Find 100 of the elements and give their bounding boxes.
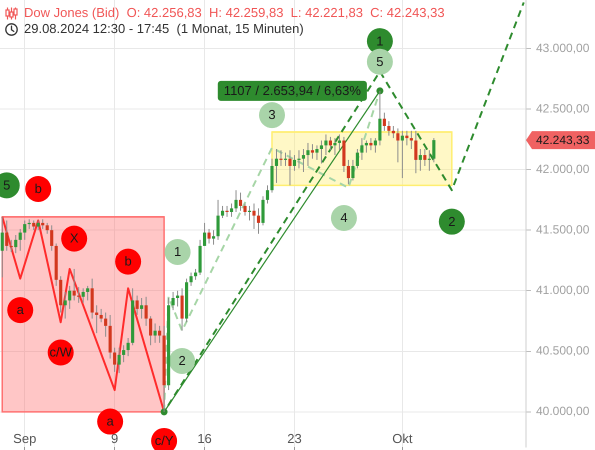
candlestick	[118, 347, 121, 374]
series-label: b	[34, 181, 42, 196]
candlestick	[18, 228, 22, 252]
x-tick-label: 16	[197, 430, 212, 446]
candlestick	[392, 125, 395, 139]
candlestick	[405, 130, 408, 146]
candlestick	[36, 220, 40, 231]
series-label: 1	[174, 244, 182, 260]
candlestick	[400, 130, 404, 179]
candlestick	[418, 148, 422, 172]
candlestick	[5, 220, 8, 252]
candlestick	[279, 150, 283, 166]
candlestick	[113, 347, 116, 372]
candlestick	[374, 138, 377, 154]
candlestick	[216, 199, 220, 240]
candlestick	[356, 148, 359, 169]
series-label: a	[16, 302, 25, 318]
candlestick	[140, 298, 144, 320]
x-tick-label: 9	[111, 430, 118, 446]
candlestick	[346, 159, 350, 185]
candlestick	[10, 239, 13, 252]
candlestick	[72, 268, 76, 301]
series-label: 2	[178, 353, 186, 368]
y-tick-label: 41.000,00	[536, 283, 590, 298]
candlestick	[14, 234, 18, 254]
candlestick	[378, 90, 382, 146]
point	[25, 176, 52, 202]
series-label: 4	[340, 210, 348, 226]
x-tick-label: Okt	[392, 430, 413, 446]
candlestick	[369, 138, 372, 151]
candlestick	[144, 296, 148, 326]
series-label: 1	[376, 33, 384, 48]
candlestick	[351, 159, 354, 181]
candlestick	[154, 322, 157, 344]
candlestick	[46, 222, 49, 234]
candlestick	[428, 150, 431, 172]
series-label: a	[106, 414, 115, 429]
candlestick	[126, 337, 130, 357]
candlestick	[50, 224, 54, 252]
series-label: 2	[448, 214, 456, 229]
candlestick	[194, 268, 198, 280]
candlestick	[266, 184, 270, 204]
point	[7, 297, 34, 324]
candlestick	[189, 272, 193, 286]
text: 29.08.2024 12:30 - 17:45 (1 Monat, 15 Minuten)	[24, 21, 304, 37]
series-label: b	[124, 254, 132, 269]
x-tick-label: Sep	[13, 430, 36, 446]
candlestick	[414, 130, 418, 174]
candlestick	[122, 344, 126, 363]
candlestick	[284, 152, 288, 166]
candlestick	[32, 220, 36, 231]
point	[160, 408, 168, 416]
candlestick	[360, 138, 364, 160]
candlestick	[23, 220, 26, 240]
candlestick	[86, 285, 90, 301]
point	[438, 208, 465, 235]
candlestick	[28, 218, 31, 230]
point	[115, 248, 142, 275]
candlestick	[77, 286, 80, 304]
candlestick	[172, 291, 175, 311]
candlestick	[230, 203, 234, 218]
y-tick-label: 42.000,00	[536, 162, 590, 176]
point	[258, 102, 285, 128]
y-tick-label: 42.500,00	[536, 101, 590, 116]
candlestick	[64, 291, 67, 320]
point	[97, 408, 124, 435]
y-tick-label: 43.000,00	[536, 40, 590, 55]
candlestick	[207, 228, 211, 244]
series-label: X	[70, 230, 79, 246]
candlestick	[234, 190, 238, 212]
candlestick	[432, 138, 436, 163]
candlestick	[310, 144, 314, 160]
text: 42.243,33	[536, 132, 590, 147]
candlestick	[212, 230, 216, 246]
candlestick	[149, 316, 152, 346]
series-label: 5	[3, 177, 10, 192]
candlestick	[387, 120, 390, 136]
candlestick	[382, 112, 386, 132]
series-label: 3	[268, 107, 276, 122]
y-tick-label: 41.500,00	[536, 222, 590, 236]
point	[366, 48, 393, 75]
candlestick	[136, 295, 139, 316]
candlestick	[41, 218, 44, 230]
candlestick	[256, 208, 260, 234]
candlestick	[158, 325, 162, 344]
candlestick	[328, 136, 332, 151]
candlestick	[100, 308, 103, 323]
candlestick	[180, 288, 184, 332]
candlestick	[297, 150, 301, 169]
candlestick	[82, 288, 85, 304]
y-tick-label: 40.500,00	[536, 344, 590, 358]
candlestick	[104, 312, 108, 338]
chart-title: Dow Jones (Bid) O: 42.256,83 H: 42.259,83 L: 42.221,83 C: 42.243,33	[24, 5, 445, 21]
series-label: c/W	[49, 344, 73, 360]
candlestick	[292, 154, 296, 172]
point	[169, 348, 196, 374]
series-label: c/Y	[154, 433, 174, 448]
candlestick	[315, 144, 319, 160]
candlestick	[0, 216, 4, 278]
candlestick	[333, 138, 337, 156]
